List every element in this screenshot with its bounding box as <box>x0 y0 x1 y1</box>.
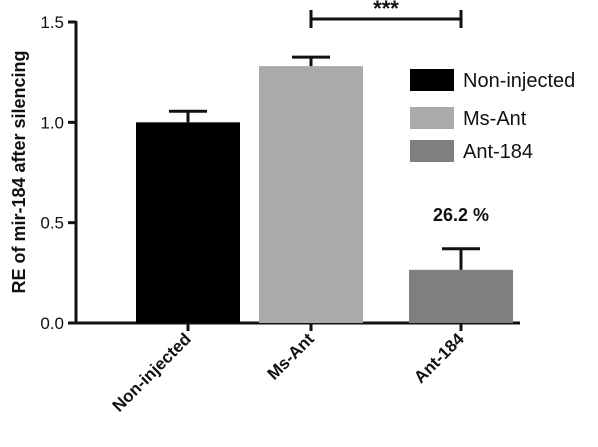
x-tick-label: Non-injected <box>109 329 195 415</box>
bar-annotation: 26.2 % <box>433 205 489 225</box>
legend-label: Ant-184 <box>463 141 533 163</box>
y-axis-title: RE of mir-184 after silencing <box>9 50 29 293</box>
y-tick-label: 0.0 <box>40 314 64 333</box>
annotations: 26.2 % *** <box>309 0 489 225</box>
legend-label: Ms-Ant <box>463 108 527 130</box>
legend-swatch <box>410 140 454 162</box>
bar-ms-ant <box>259 66 363 323</box>
legend-swatch <box>410 107 454 129</box>
bar-ant-184 <box>409 269 513 323</box>
bar-non-injected <box>136 122 240 323</box>
bars <box>136 55 513 323</box>
y-tick-label: 1.5 <box>40 13 64 32</box>
x-tick-label: Ant-184 <box>410 329 468 387</box>
legend: Non-injected Ms-Ant Ant-184 <box>410 69 575 163</box>
legend-swatch <box>410 69 454 91</box>
y-tick-label: 0.5 <box>40 214 64 233</box>
significance-label: *** <box>373 0 399 21</box>
x-tick-label: Ms-Ant <box>264 329 318 383</box>
y-tick-label: 1.0 <box>40 113 64 132</box>
legend-label: Non-injected <box>463 70 575 92</box>
